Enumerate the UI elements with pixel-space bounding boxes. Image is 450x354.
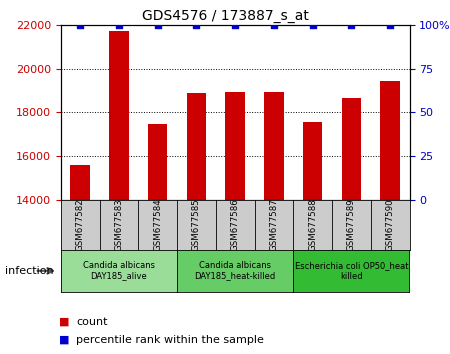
Text: GSM677588: GSM677588 — [308, 198, 317, 251]
Text: count: count — [76, 317, 108, 327]
Point — [387, 22, 394, 28]
Bar — [303, 122, 322, 200]
Point — [76, 22, 84, 28]
Text: GSM677583: GSM677583 — [114, 198, 123, 251]
Bar — [148, 125, 167, 200]
Bar — [225, 92, 245, 200]
Text: GDS4576 / 173887_s_at: GDS4576 / 173887_s_at — [142, 9, 308, 23]
Text: Candida albicans
DAY185_heat-killed: Candida albicans DAY185_heat-killed — [194, 261, 276, 280]
Bar — [380, 81, 400, 200]
Text: GSM677586: GSM677586 — [230, 198, 239, 251]
Text: GSM677584: GSM677584 — [153, 198, 162, 251]
Bar — [71, 165, 90, 200]
Text: Candida albicans
DAY185_alive: Candida albicans DAY185_alive — [83, 261, 155, 280]
Point — [348, 22, 355, 28]
Point — [193, 22, 200, 28]
Text: GSM677590: GSM677590 — [386, 199, 395, 251]
Text: percentile rank within the sample: percentile rank within the sample — [76, 335, 265, 345]
Bar — [264, 92, 284, 200]
Point — [270, 22, 278, 28]
Bar — [109, 32, 129, 200]
Bar — [187, 93, 206, 200]
Text: GSM677587: GSM677587 — [270, 198, 279, 251]
Text: infection: infection — [4, 266, 53, 276]
Text: Escherichia coli OP50_heat
killed: Escherichia coli OP50_heat killed — [295, 261, 408, 280]
Point — [115, 22, 122, 28]
Point — [309, 22, 316, 28]
Text: GSM677585: GSM677585 — [192, 198, 201, 251]
Bar — [342, 98, 361, 200]
Text: GSM677582: GSM677582 — [76, 198, 85, 251]
Point — [154, 22, 161, 28]
Text: ■: ■ — [58, 317, 69, 327]
Point — [231, 22, 239, 28]
Text: GSM677589: GSM677589 — [347, 199, 356, 251]
Text: ■: ■ — [58, 335, 69, 345]
